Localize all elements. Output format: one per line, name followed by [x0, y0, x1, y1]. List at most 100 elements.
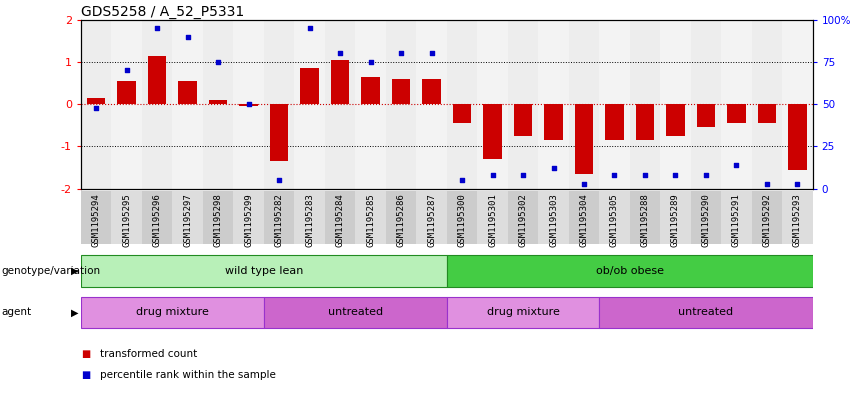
- Bar: [728, 104, 745, 123]
- Bar: [788, 104, 807, 170]
- Text: untreated: untreated: [678, 307, 734, 318]
- Bar: [636, 104, 654, 140]
- Bar: [355, 191, 386, 244]
- Text: GSM1195293: GSM1195293: [793, 193, 802, 247]
- Bar: [148, 55, 166, 104]
- Bar: [782, 20, 813, 189]
- Text: untreated: untreated: [328, 307, 383, 318]
- Bar: [721, 20, 751, 189]
- Text: GDS5258 / A_52_P5331: GDS5258 / A_52_P5331: [81, 5, 244, 18]
- Bar: [355, 20, 386, 189]
- Bar: [264, 296, 447, 329]
- Bar: [386, 191, 416, 244]
- Bar: [264, 20, 294, 189]
- Bar: [111, 191, 142, 244]
- Bar: [691, 191, 721, 244]
- Bar: [325, 20, 355, 189]
- Bar: [416, 191, 447, 244]
- Bar: [447, 20, 477, 189]
- Bar: [391, 79, 410, 104]
- Bar: [294, 191, 325, 244]
- Point: [89, 105, 103, 111]
- Text: GSM1195298: GSM1195298: [214, 193, 223, 247]
- Text: ▶: ▶: [71, 266, 78, 276]
- Bar: [599, 20, 630, 189]
- Point: [669, 172, 683, 178]
- Bar: [599, 296, 813, 329]
- Bar: [179, 81, 197, 104]
- Bar: [447, 191, 477, 244]
- Text: GSM1195289: GSM1195289: [671, 193, 680, 247]
- Point: [577, 180, 591, 187]
- Bar: [270, 104, 288, 161]
- Point: [242, 101, 255, 107]
- Point: [760, 180, 774, 187]
- Bar: [545, 104, 563, 140]
- Text: GSM1195296: GSM1195296: [152, 193, 162, 247]
- Text: GSM1195301: GSM1195301: [488, 193, 497, 247]
- Bar: [294, 20, 325, 189]
- Text: GSM1195294: GSM1195294: [92, 193, 100, 247]
- Bar: [477, 20, 508, 189]
- Text: agent: agent: [2, 307, 31, 318]
- Bar: [477, 191, 508, 244]
- Point: [363, 59, 377, 65]
- Bar: [508, 20, 538, 189]
- Bar: [172, 191, 203, 244]
- Bar: [605, 104, 624, 140]
- Bar: [660, 191, 691, 244]
- Point: [303, 25, 317, 31]
- Bar: [782, 191, 813, 244]
- Bar: [691, 20, 721, 189]
- Point: [638, 172, 652, 178]
- Bar: [81, 191, 111, 244]
- Bar: [81, 255, 447, 287]
- Bar: [386, 20, 416, 189]
- Bar: [233, 191, 264, 244]
- Text: GSM1195304: GSM1195304: [580, 193, 589, 247]
- Bar: [453, 104, 471, 123]
- Bar: [300, 68, 318, 104]
- Bar: [697, 104, 715, 127]
- Bar: [362, 77, 380, 104]
- Text: GSM1195288: GSM1195288: [641, 193, 649, 247]
- Point: [272, 177, 286, 183]
- Bar: [538, 191, 568, 244]
- Text: ■: ■: [81, 370, 90, 380]
- Bar: [630, 20, 660, 189]
- Bar: [751, 191, 782, 244]
- Text: GSM1195283: GSM1195283: [305, 193, 314, 247]
- Text: GSM1195305: GSM1195305: [610, 193, 619, 247]
- Text: drug mixture: drug mixture: [136, 307, 208, 318]
- Bar: [514, 104, 532, 136]
- Bar: [81, 296, 264, 329]
- Bar: [483, 104, 501, 159]
- Bar: [568, 20, 599, 189]
- Bar: [233, 20, 264, 189]
- Bar: [264, 191, 294, 244]
- Text: GSM1195285: GSM1195285: [366, 193, 375, 247]
- Bar: [568, 191, 599, 244]
- Bar: [666, 104, 684, 136]
- Text: GSM1195284: GSM1195284: [335, 193, 345, 247]
- Text: wild type lean: wild type lean: [225, 266, 303, 276]
- Text: ■: ■: [81, 349, 90, 359]
- Point: [486, 172, 500, 178]
- Text: GSM1195290: GSM1195290: [701, 193, 711, 247]
- Bar: [331, 60, 349, 104]
- Text: GSM1195299: GSM1195299: [244, 193, 253, 247]
- Point: [455, 177, 469, 183]
- Text: ▶: ▶: [71, 307, 78, 318]
- Text: GSM1195300: GSM1195300: [458, 193, 466, 247]
- Bar: [172, 20, 203, 189]
- Point: [791, 180, 804, 187]
- Bar: [117, 81, 135, 104]
- Text: GSM1195295: GSM1195295: [122, 193, 131, 247]
- Bar: [87, 98, 106, 104]
- Point: [180, 33, 194, 40]
- Text: drug mixture: drug mixture: [487, 307, 559, 318]
- Text: percentile rank within the sample: percentile rank within the sample: [100, 370, 276, 380]
- Bar: [142, 20, 172, 189]
- Point: [729, 162, 743, 168]
- Bar: [325, 191, 355, 244]
